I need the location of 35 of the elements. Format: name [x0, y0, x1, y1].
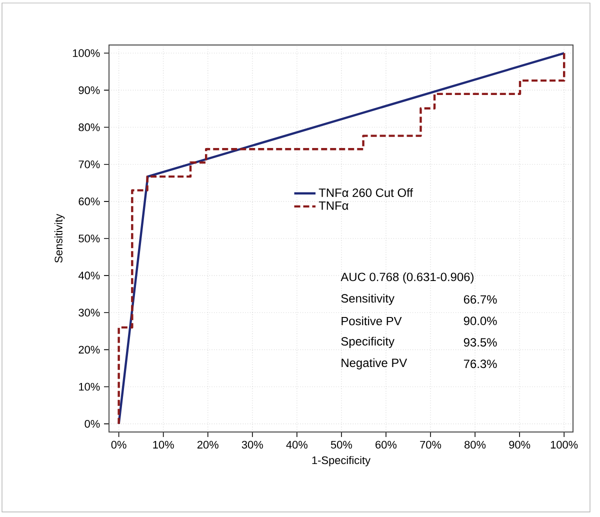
y-tick-label: 10%: [79, 382, 100, 391]
annotation: 93.5%: [464, 338, 497, 347]
x-tick-label: 60%: [376, 440, 397, 449]
annotation: Negative PV: [342, 358, 408, 370]
x-tick-label: 70%: [420, 440, 442, 449]
x-tick-label: 50%: [330, 440, 352, 449]
y-tick-label: 20%: [78, 346, 100, 354]
annotation: Sensitivity: [341, 294, 394, 306]
x-tick-label: 30%: [242, 440, 263, 449]
legend-label: TNFα: [318, 201, 348, 210]
legend-label: TNFα 260 Cut Off: [318, 188, 414, 197]
x-axis-title: 1-Specificity: [312, 456, 371, 466]
x-tick-label: 20%: [197, 440, 218, 449]
annotation: Specificity: [341, 336, 394, 348]
annotation: 90.0%: [464, 316, 497, 326]
y-tick-label: 50%: [78, 234, 100, 242]
annotation: AUC 0.768 (0.631-0.906): [340, 272, 474, 284]
y-axis-title: Sensitivity: [54, 214, 65, 263]
annotation: 66.7%: [464, 295, 497, 304]
x-tick-label: 10%: [153, 440, 174, 449]
x-tick-label: 0%: [111, 440, 126, 449]
x-tick-label: 90%: [509, 440, 530, 449]
y-tick-label: 0%: [84, 420, 100, 428]
y-tick-label: 30%: [78, 308, 100, 317]
y-tick-label: 80%: [78, 123, 100, 132]
x-tick-label: 80%: [464, 440, 486, 449]
y-tick-label: 100%: [72, 49, 100, 58]
y-tick-label: 40%: [78, 272, 100, 280]
y-tick-label: 70%: [78, 160, 100, 168]
x-tick-label: 40%: [286, 440, 308, 449]
annotation: Positive PV: [342, 316, 402, 326]
y-tick-label: 90%: [78, 86, 100, 94]
y-tick-label: 60%: [78, 198, 100, 206]
annotation: 76.3%: [464, 360, 497, 368]
x-tick-label: 100%: [550, 440, 578, 449]
